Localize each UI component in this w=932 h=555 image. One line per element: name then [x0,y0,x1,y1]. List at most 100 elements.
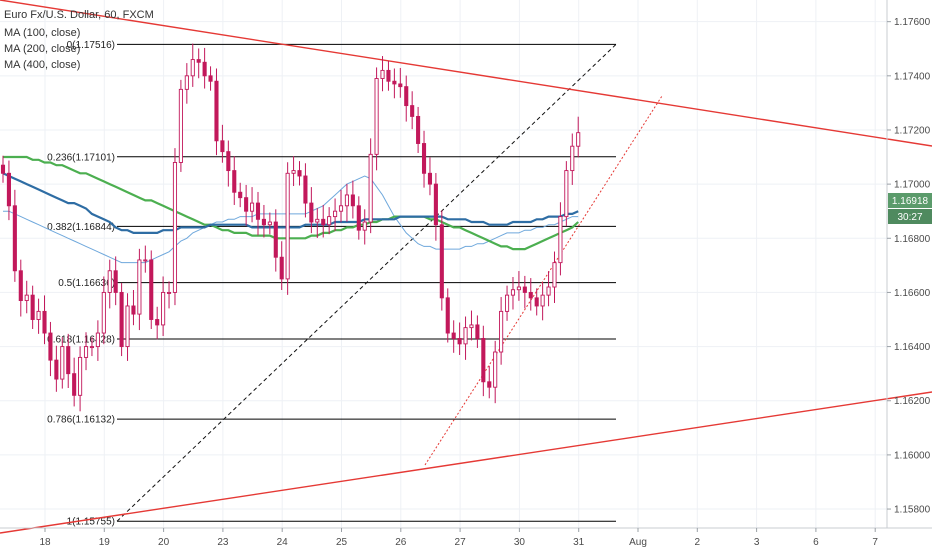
time-tick-label: 7 [872,537,878,548]
candle-body-down [433,183,438,226]
candle-body-down [481,338,486,383]
candle-body-up [505,294,510,312]
candle-body-down [421,143,427,174]
candle-body-up [344,194,349,207]
ma200-line [3,155,579,251]
candle-body-up [89,346,94,349]
candle-body-up [83,346,89,358]
candle-body-up [552,262,557,288]
time-tick-label: 6 [813,537,819,548]
candle-body-up [24,294,29,302]
candle-body-down [279,256,284,280]
candle-body-down [273,221,278,258]
candle-body-up [172,162,178,293]
candle-body-up [374,78,379,155]
legend-ma100: MA (100, close) [4,27,80,39]
candle-body-up [184,75,189,90]
candlesticks [0,43,581,412]
candle-body-down [416,115,421,144]
time-tick-label: 18 [39,537,51,548]
time-tick-label: 23 [217,537,229,548]
price-tick-label: 1.17200 [894,125,931,136]
time-tick-label: 30 [514,537,526,548]
candle-body-up [469,324,474,329]
candle-body-up [60,346,65,380]
fib-level-label: 0.5(1.16636) [58,278,115,289]
candle-body-down [303,175,308,204]
countdown-badge: 30:27 [888,209,932,224]
candle-body-down [404,86,409,107]
candle-body-down [6,172,11,207]
candle-body-down [528,291,533,299]
candle-body-down [149,259,154,320]
candle-body-up [546,286,551,296]
symbol-title: Euro Fx/U.S. Dollar, 60, FXCM [4,9,154,21]
time-axis[interactable]: 18 19 20 23 24 25 26 27 30 31 Aug 2 3 6 7 [39,528,878,548]
legend-ma400: MA (400, close) [4,59,80,71]
candle-body-up [570,145,575,172]
candle-body-down [297,170,302,177]
candle-body-down [487,381,492,388]
price-tick-label: 1.16800 [894,234,931,245]
dotted-support-trendline[interactable] [424,95,663,466]
candle-body-down [119,291,124,348]
candle-body-down [131,305,136,315]
last-price-badge: 1.16918 [888,193,932,208]
price-axis[interactable]: 1.17600 1.17400 1.17200 1.17000 1.16800 1.166… [887,17,931,516]
candle-body-down [113,270,118,293]
candle-body-up [178,88,183,163]
time-tick-label: 25 [336,537,348,548]
fib-level-label: 0.382(1.16844) [47,222,115,233]
price-tick-label: 1.15800 [894,505,931,516]
fib-trend-diagonal[interactable] [116,44,617,522]
candle-body-down [12,205,17,272]
candle-body-down [457,338,462,345]
candle-body-up [516,286,521,291]
time-tick-label: 24 [277,537,289,548]
candle-body-down [451,332,456,339]
price-tick-label: 1.16400 [894,342,931,353]
moving-averages [2,155,579,264]
candle-body-down [214,80,219,142]
trendlines[interactable] [0,0,932,534]
candle-body-up [125,305,130,348]
legend-ma200: MA (200, close) [4,43,80,55]
upper-trendline[interactable] [0,0,932,147]
candle-body-down [386,69,391,82]
candle-body-down [72,373,77,396]
candle-body-down [18,270,23,302]
ma400-line [3,175,579,264]
candle-body-down [208,75,213,82]
candle-body-up [380,69,385,79]
candle-body-up [463,327,468,345]
candle-body-down [48,332,53,361]
last-price-value: 1.16918 [892,196,929,207]
price-tick-label: 1.16600 [894,288,931,299]
candle-body-down [534,297,539,307]
candle-body-down [350,194,355,207]
candle-body-down [66,346,71,375]
candle-body-up [166,291,172,294]
candle-body-up [564,170,569,218]
price-tick-label: 1.17400 [894,71,931,82]
candle-body-up [493,351,498,388]
candle-body-up [338,205,344,212]
candle-body-up [143,259,148,262]
countdown-value: 30:27 [897,212,922,223]
candle-body-down [392,80,397,85]
candle-body-up [190,59,195,77]
lower-trendline[interactable] [0,391,932,534]
candle-body-up [250,202,255,212]
candle-body-down [321,218,326,226]
fibonacci-retracement[interactable]: 0(1.17516) 0.236(1.17101) 0.382(1.16844) 0.… [47,40,617,528]
candle-body-up [267,221,272,226]
fib-level-label: 1(1.15755) [67,517,115,528]
candle-body-down [522,286,527,293]
candle-body-down [232,170,237,193]
time-tick-label: 26 [395,537,407,548]
candle-body-down [155,319,160,326]
time-tick-label: 2 [695,537,701,548]
candle-body-up [285,172,290,280]
